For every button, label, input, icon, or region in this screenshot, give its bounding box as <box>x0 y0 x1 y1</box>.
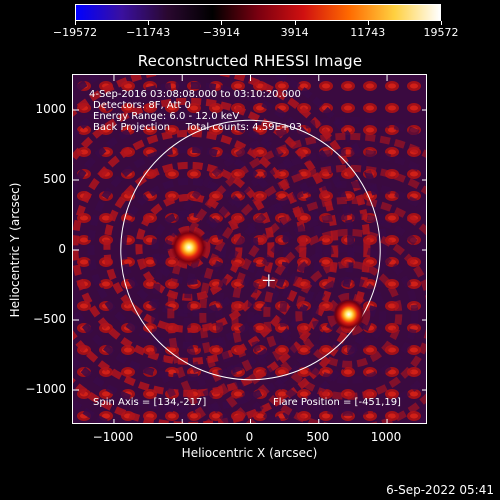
ripple-ring <box>73 97 339 397</box>
plot-title: Reconstructed RHESSI Image <box>137 52 363 70</box>
annotation-time-range: 4-Sep-2016 03:08:08.000 to 03:10:20.000 <box>89 89 301 100</box>
image-svg <box>73 75 426 423</box>
colorbar-tick-label: −11743 <box>126 26 171 39</box>
x-tick-label: 500 <box>306 430 330 444</box>
ripple-ring <box>103 161 275 333</box>
flare-source <box>170 229 207 266</box>
ripple-ring <box>73 113 323 381</box>
ripple-ring <box>73 75 371 423</box>
ripple-ring <box>279 244 419 384</box>
footer-date: 6-Sep-2022 05:41 <box>386 483 494 497</box>
colorbar-tick-label: −3914 <box>202 26 240 39</box>
rhessi-image: 4-Sep-2016 03:08:08.000 to 03:10:20.000 … <box>72 74 427 424</box>
colorbar-tick <box>148 21 150 25</box>
colorbar-tick <box>221 21 223 25</box>
x-tick-label: 1000 <box>370 430 402 444</box>
x-axis-label: Heliocentric X (arcsec) <box>181 446 318 460</box>
annotation-energy: Energy Range: 6.0 - 12.0 keV <box>93 111 240 122</box>
ripple-ring <box>295 260 403 368</box>
ripple-ring <box>327 292 371 336</box>
spin-axis-marker <box>262 274 275 287</box>
colorbar-tick <box>367 21 369 25</box>
ripple-ring <box>73 75 387 423</box>
ripple-ring <box>311 276 387 352</box>
ripple-ring <box>73 81 355 413</box>
colorbar-tick-label: 19572 <box>423 26 459 39</box>
colorbar-tick-label: 11743 <box>350 26 386 39</box>
colorbar-tick-label: 3914 <box>280 26 309 39</box>
flare-source <box>332 298 365 331</box>
ripple-ring <box>263 228 426 400</box>
x-tick-label: −1000 <box>92 430 134 444</box>
y-tick-label: 0 <box>58 242 66 256</box>
colorbar <box>75 4 441 21</box>
ripple-ring <box>87 145 291 349</box>
y-tick-label: 1000 <box>35 102 66 116</box>
ripple-ring <box>151 116 426 423</box>
annotation-method: Back Projection Total counts: 4.59E+03 <box>93 122 302 133</box>
solar-limb-circle <box>120 119 381 381</box>
ripple-ring <box>247 212 426 416</box>
y-tick-label: −500 <box>33 312 66 326</box>
annotation-spin-axis: Spin Axis = [134,-217] <box>93 397 207 408</box>
flare-sources <box>170 229 365 331</box>
ripple-ring <box>215 180 426 423</box>
y-tick-label: 500 <box>43 172 66 186</box>
y-axis-label: Heliocentric Y (arcsec) <box>8 182 22 318</box>
annotation-detectors: Detectors: 8F, Att 0 <box>93 100 191 111</box>
x-tick-label: −500 <box>164 430 198 444</box>
ripple-ring <box>167 132 426 423</box>
colorbar-tick <box>75 21 76 25</box>
annotation-flare-position: Flare Position = [-451,19] <box>273 397 401 408</box>
y-tick-label: −1000 <box>25 382 66 396</box>
colorbar-tick-label: −19572 <box>52 26 98 39</box>
x-tick-label: 0 <box>245 430 254 444</box>
ripple-ring <box>199 164 426 423</box>
ripple-rings <box>73 75 426 423</box>
colorbar-tick <box>441 21 442 25</box>
colorbar-tick <box>294 21 296 25</box>
